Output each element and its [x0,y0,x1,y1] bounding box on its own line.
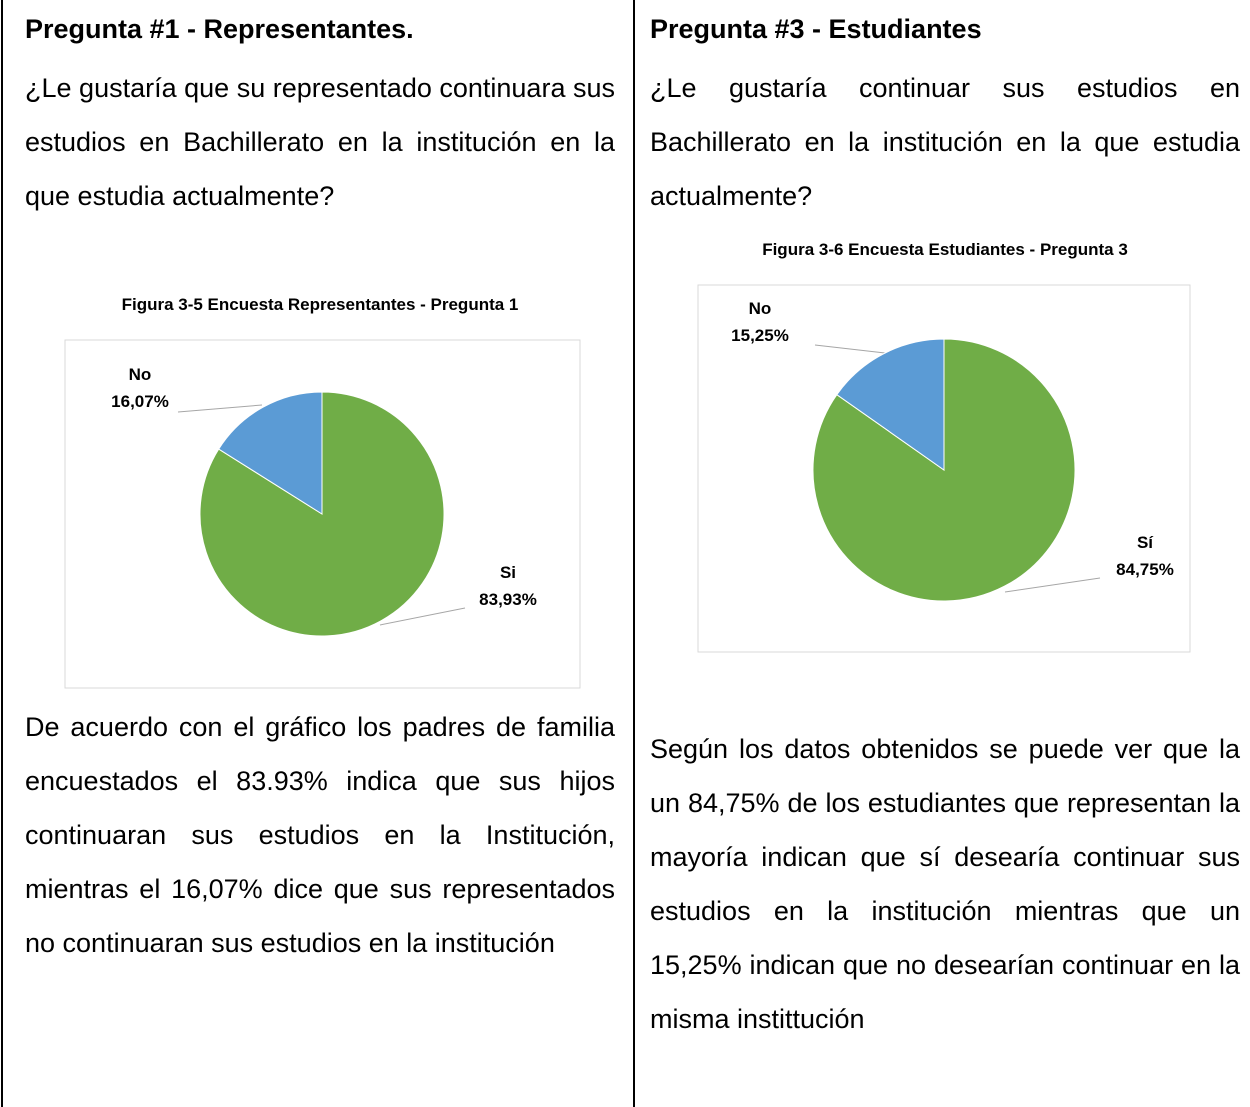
slice-category: No [749,299,772,318]
caption: Figura 3-6 Encuesta Estudiantes - Pregun… [762,240,1128,259]
pie-slice [218,391,323,515]
slice-value-label: 16,07% [111,392,169,411]
leader-line [1004,577,1101,593]
heading: Pregunta #1 - Representantes. [25,14,414,44]
slice-category: No [129,365,152,384]
caption: Figura 3-5 Encuesta Representantes - Pre… [121,295,519,314]
leader-line [379,607,466,626]
pie-slice [836,338,945,471]
question: ¿Le gustaría continuar sus estudios en B… [650,73,1240,211]
border-middle [633,0,635,1107]
slice-value-label: 84,75% [1116,560,1174,579]
leader-line [814,344,886,354]
slice-category: Sí [1137,533,1154,552]
slice-category: Si [500,563,516,582]
heading: Pregunta #3 - Estudiantes [650,14,982,44]
paragraph: Según los datos obtenidos se puede ver q… [650,734,1240,1034]
leader-line [177,404,263,413]
paragraph: De acuerdo con el gráfico los padres de … [25,712,615,958]
border-left [1,0,3,1107]
question: ¿Le gustaría que su representado continu… [25,73,615,211]
slice-value-label: 83,93% [479,590,537,609]
slice-value-label: 15,25% [731,326,789,345]
